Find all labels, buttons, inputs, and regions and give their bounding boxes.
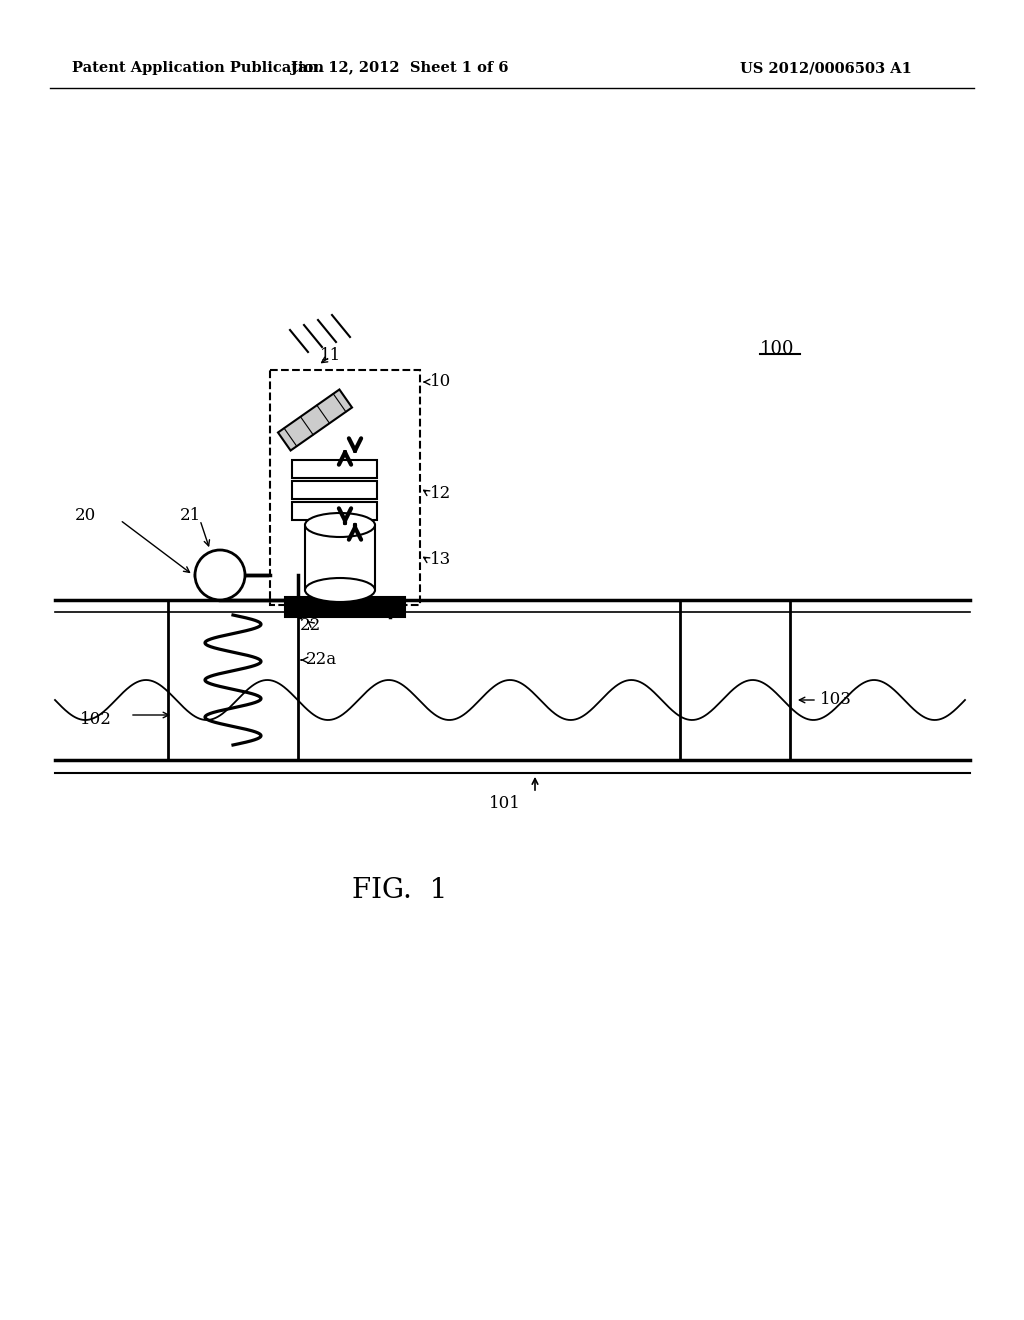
Text: 101: 101 bbox=[489, 795, 521, 812]
Bar bbox=[270, 370, 420, 605]
Text: US 2012/0006503 A1: US 2012/0006503 A1 bbox=[740, 61, 912, 75]
Bar bbox=[292, 480, 377, 499]
Bar bbox=[292, 459, 377, 478]
Text: 11: 11 bbox=[319, 346, 341, 363]
Text: 102: 102 bbox=[80, 711, 112, 729]
Ellipse shape bbox=[305, 578, 375, 602]
Text: 13: 13 bbox=[430, 552, 452, 569]
Ellipse shape bbox=[305, 513, 375, 537]
Text: Jan. 12, 2012  Sheet 1 of 6: Jan. 12, 2012 Sheet 1 of 6 bbox=[291, 61, 509, 75]
Text: 20: 20 bbox=[75, 507, 96, 524]
Bar bbox=[285, 597, 406, 616]
Text: FIG.  1: FIG. 1 bbox=[352, 876, 447, 903]
Text: 10: 10 bbox=[430, 374, 452, 391]
Text: Patent Application Publication: Patent Application Publication bbox=[72, 61, 324, 75]
Text: 21: 21 bbox=[180, 507, 202, 524]
Circle shape bbox=[195, 550, 245, 601]
Text: 12: 12 bbox=[430, 484, 452, 502]
Text: 100: 100 bbox=[760, 341, 795, 358]
Text: 22: 22 bbox=[300, 616, 322, 634]
Bar bbox=[292, 502, 377, 520]
Text: 22a: 22a bbox=[306, 652, 337, 668]
Text: 103: 103 bbox=[820, 692, 852, 709]
Polygon shape bbox=[278, 389, 352, 450]
Bar bbox=[305, 525, 375, 590]
